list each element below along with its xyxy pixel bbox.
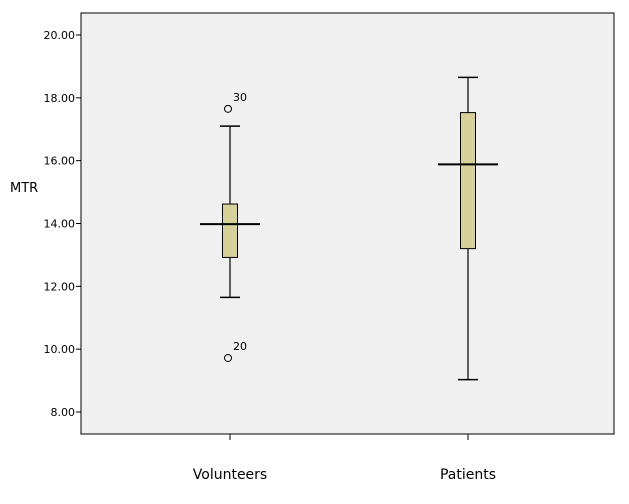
- iqr-box: [222, 203, 238, 258]
- box-volunteers: 30 20: [200, 91, 260, 362]
- y-tick-label: 12.00: [44, 280, 76, 293]
- x-category-label: Patients: [440, 467, 496, 483]
- x-axis: Volunteers Patients: [193, 434, 496, 483]
- y-tick-label: 10.00: [44, 343, 76, 356]
- outlier-point: [224, 104, 232, 113]
- outlier-label: 20: [233, 340, 247, 353]
- y-tick-label: 20.00: [44, 29, 76, 42]
- y-tick-label: 18.00: [44, 92, 76, 105]
- outlier-label: 30: [233, 91, 247, 104]
- iqr-box: [460, 112, 476, 250]
- outlier-point: [224, 353, 232, 362]
- box-patients: [438, 76, 498, 381]
- boxes: 30 20: [200, 76, 498, 381]
- plot-area: [80, 12, 615, 435]
- x-category-label: Volunteers: [193, 467, 267, 483]
- y-axis: 8.00 10.00 12.00 14.00 16.00 18.00 20.00: [44, 29, 81, 419]
- y-tick-label: 16.00: [44, 155, 76, 168]
- y-axis-label: MTR: [10, 181, 38, 196]
- y-tick-label: 8.00: [51, 406, 76, 419]
- y-tick-label: 14.00: [44, 218, 76, 231]
